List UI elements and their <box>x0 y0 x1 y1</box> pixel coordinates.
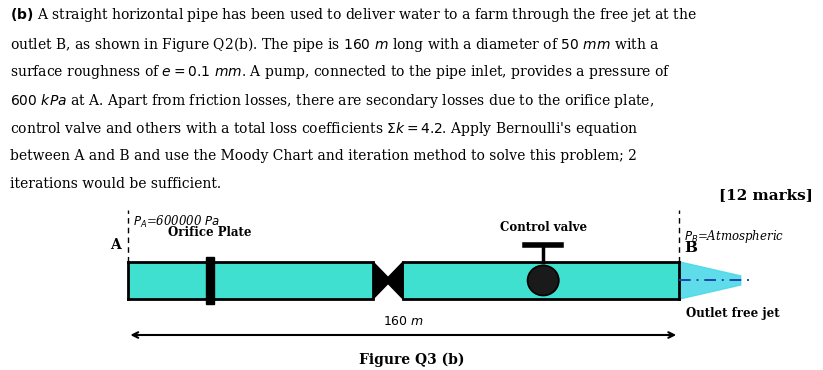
Polygon shape <box>373 262 391 299</box>
Text: B: B <box>685 241 698 255</box>
Text: $\mathbf{(b)}$ A straight horizontal pipe has been used to deliver water to a fa: $\mathbf{(b)}$ A straight horizontal pip… <box>10 6 697 24</box>
Text: Figure Q3 (b): Figure Q3 (b) <box>359 352 464 367</box>
Text: $\mathit{P_A}$=600000 $\mathit{Pa}$: $\mathit{P_A}$=600000 $\mathit{Pa}$ <box>133 214 220 230</box>
Text: [12 marks]: [12 marks] <box>719 188 813 202</box>
Ellipse shape <box>528 265 559 296</box>
Text: A: A <box>110 238 121 252</box>
Polygon shape <box>679 262 741 299</box>
Text: Orifice Plate: Orifice Plate <box>168 226 252 239</box>
Text: outlet B, as shown in Figure Q2(b). The pipe is $\it{160\ m}$ long with a diamet: outlet B, as shown in Figure Q2(b). The … <box>10 35 659 54</box>
Bar <box>128 262 373 299</box>
Bar <box>403 262 679 299</box>
Text: $\it{600\ kPa}$ at A. Apart from friction losses, there are secondary losses due: $\it{600\ kPa}$ at A. Apart from frictio… <box>10 92 654 110</box>
Text: between A and B and use the Moody Chart and iteration method to solve this probl: between A and B and use the Moody Chart … <box>10 149 637 163</box>
Text: Outlet free jet: Outlet free jet <box>686 307 779 320</box>
Text: $\mathit{P_B}$=Atmospheric: $\mathit{P_B}$=Atmospheric <box>684 228 784 245</box>
Bar <box>206 256 214 305</box>
Text: iterations would be sufficient.: iterations would be sufficient. <box>10 177 221 191</box>
Text: surface roughness of $\it{e{=}0.1\ mm}$. A pump, connected to the pipe inlet, pr: surface roughness of $\it{e{=}0.1\ mm}$.… <box>10 63 671 81</box>
Text: $\mathit{160\ m}$: $\mathit{160\ m}$ <box>383 316 424 329</box>
Polygon shape <box>385 262 403 299</box>
Text: Control valve: Control valve <box>500 221 587 234</box>
Text: control valve and others with a total loss coefficients $\Sigma\it{k{=}4.2}$. Ap: control valve and others with a total lo… <box>10 120 638 138</box>
